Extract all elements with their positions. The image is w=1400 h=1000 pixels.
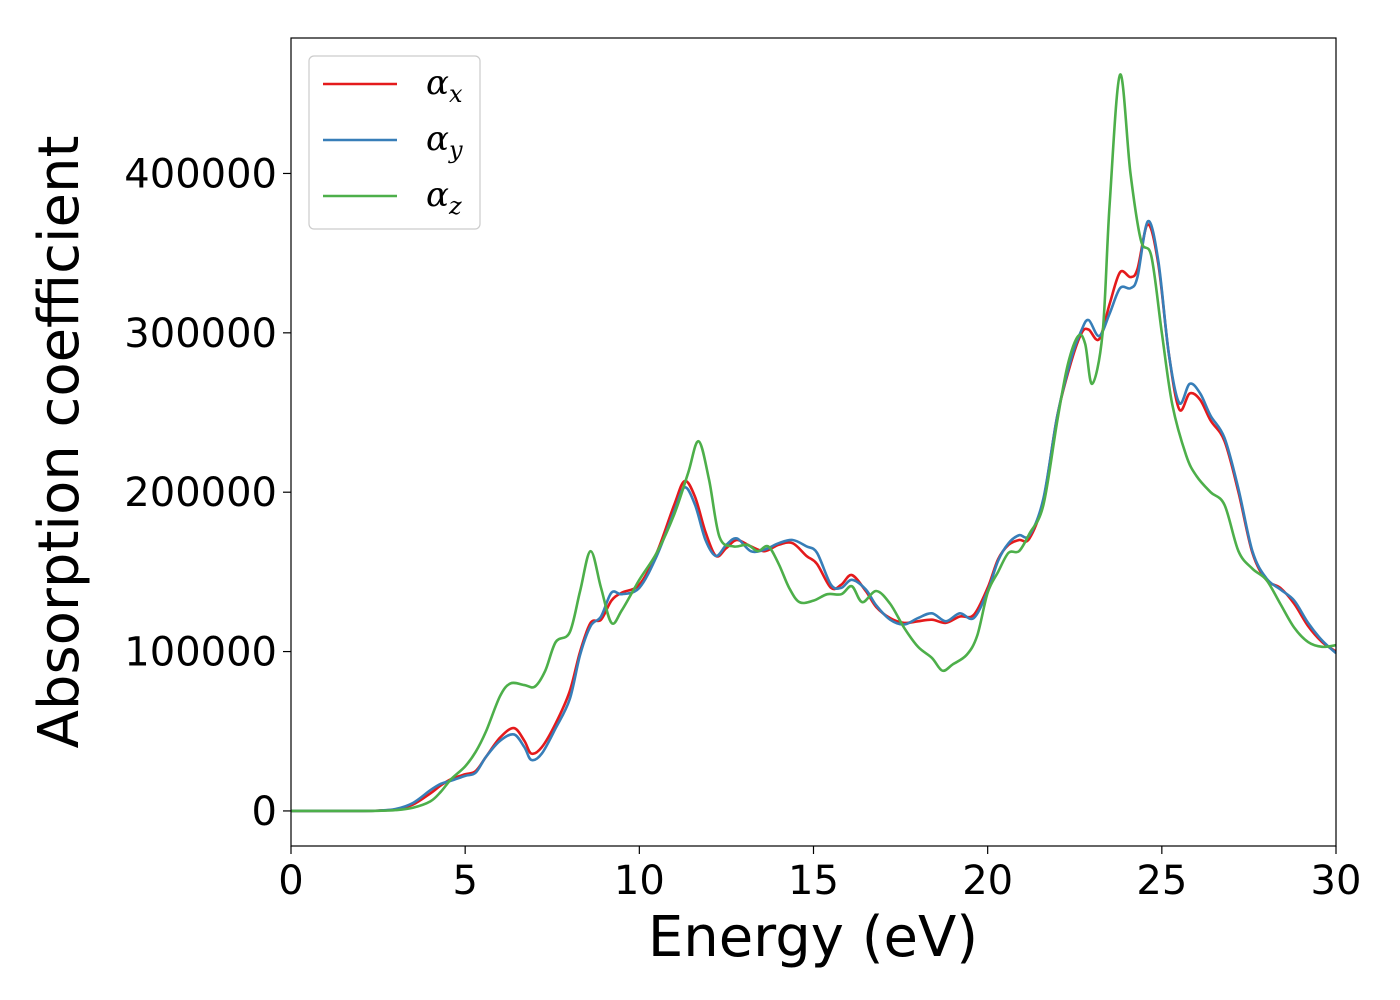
x-axis: 0 5 10 15 20 25 30 — [278, 846, 1361, 904]
x-tick-label: 0 — [278, 858, 303, 904]
x-tick-label: 5 — [452, 858, 477, 904]
x-tick-label: 10 — [614, 858, 665, 904]
x-tick-label: 20 — [962, 858, 1013, 904]
series-line-αy — [291, 219, 1336, 813]
y-axis-title: Absorption coefficient — [27, 136, 92, 749]
legend-label-x: αx — [426, 63, 463, 108]
legend-box — [308, 55, 481, 230]
y-tick-label: 400000 — [124, 151, 277, 197]
y-tick-label: 100000 — [124, 630, 277, 676]
series-line-αx — [291, 223, 1336, 813]
series-line-αz — [291, 73, 1336, 813]
y-tick-label: 300000 — [124, 311, 277, 357]
series-layer — [291, 73, 1336, 813]
x-tick-label: 25 — [1136, 858, 1187, 904]
x-tick-label: 30 — [1311, 858, 1362, 904]
y-tick-label: 200000 — [124, 470, 277, 516]
x-axis-title: Energy (eV) — [648, 905, 978, 970]
y-axis: 0 100000 200000 300000 400000 — [124, 151, 291, 835]
x-tick-label: 15 — [788, 858, 839, 904]
legend-label-y: αy — [426, 119, 463, 164]
y-tick-label: 0 — [252, 789, 277, 835]
